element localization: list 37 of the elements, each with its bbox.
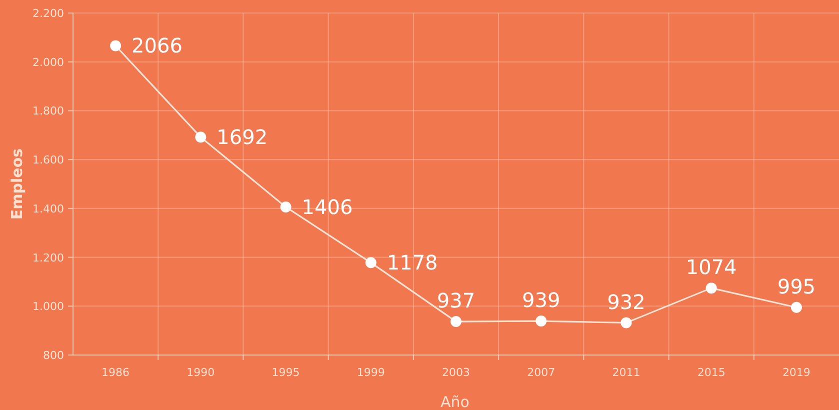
- x-tick-label: 2015: [697, 366, 726, 379]
- y-tick-label: 1.800: [32, 104, 64, 118]
- data-label: 932: [607, 290, 646, 314]
- data-label: 1074: [686, 255, 737, 280]
- x-tick-label: 2011: [612, 366, 640, 379]
- x-axis-title: Año: [440, 393, 470, 410]
- x-tick-label: 2019: [782, 366, 810, 379]
- y-tick-label: 1.200: [32, 251, 64, 264]
- data-label: 995: [777, 274, 816, 298]
- y-tick-label: 2.000: [32, 56, 64, 69]
- data-label: 1406: [302, 194, 353, 219]
- y-tick-label: 1.600: [32, 154, 64, 167]
- x-tick-label: 1999: [356, 366, 385, 379]
- y-axis-title: Empleos: [8, 148, 26, 220]
- data-label: 1178: [386, 250, 438, 275]
- point: [706, 282, 717, 294]
- point: [536, 316, 547, 327]
- data-label: 1692: [216, 125, 268, 150]
- point: [790, 302, 802, 313]
- y-tick-label: 800: [43, 349, 64, 362]
- x-tick-label: 2003: [442, 366, 470, 379]
- y-tick-label: 1.400: [32, 202, 64, 216]
- x-tick-label: 1986: [102, 366, 130, 379]
- point: [110, 40, 122, 52]
- x-tick-label: 2007: [527, 366, 556, 379]
- y-tick-label: 1.000: [32, 300, 64, 314]
- x-tick-label: 1995: [272, 366, 300, 379]
- point: [280, 201, 292, 212]
- data-label: 2066: [132, 34, 182, 58]
- data-label: 937: [436, 288, 476, 313]
- point: [620, 317, 632, 328]
- x-tick-label: 1990: [186, 366, 215, 379]
- point: [365, 257, 376, 268]
- y-tick-label: 2.200: [32, 7, 64, 20]
- data-label: 939: [522, 288, 560, 312]
- point: [450, 316, 462, 328]
- point: [195, 132, 206, 143]
